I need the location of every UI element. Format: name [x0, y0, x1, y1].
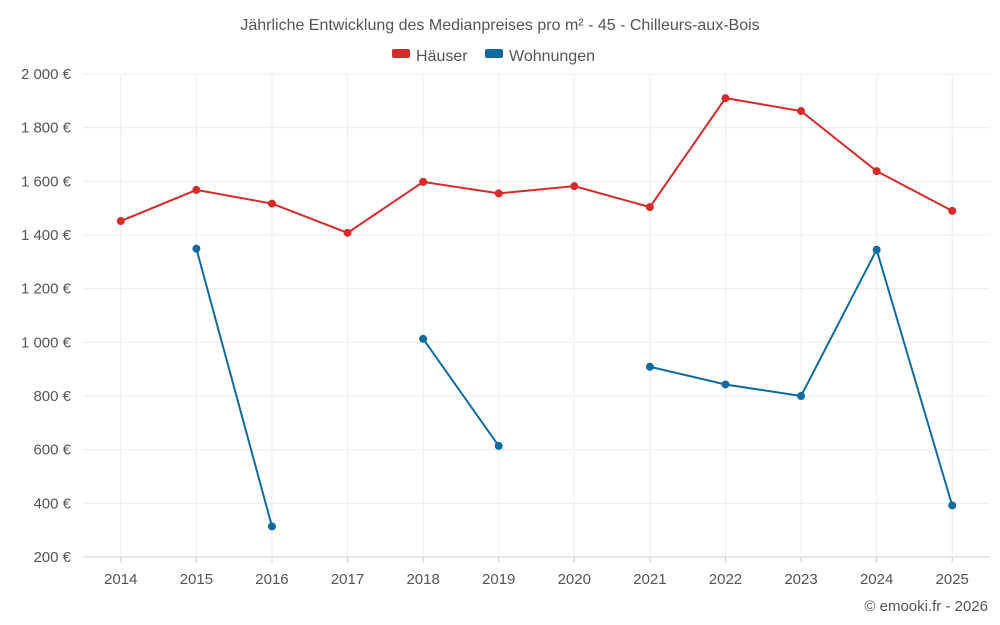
- series-line: [195, 248, 273, 527]
- x-tick-label: 2017: [331, 571, 364, 588]
- series-line: [422, 338, 500, 447]
- legend-label-wohnungen[interactable]: Wohnungen: [509, 48, 595, 65]
- series-line: [120, 97, 953, 234]
- copyright-text: © emooki.fr - 2026: [864, 598, 988, 615]
- y-tick-label: 400 €: [33, 495, 71, 512]
- data-point[interactable]: [645, 203, 654, 212]
- x-tick-label: 2018: [406, 571, 439, 588]
- data-point[interactable]: [419, 334, 428, 343]
- chart-title: Jährliche Entwicklung des Medianpreises …: [240, 17, 759, 34]
- y-tick-label: 600 €: [33, 442, 71, 459]
- data-point[interactable]: [948, 501, 957, 510]
- data-point[interactable]: [494, 441, 503, 450]
- data-point[interactable]: [494, 189, 503, 198]
- data-point[interactable]: [116, 217, 125, 226]
- data-point[interactable]: [267, 522, 276, 531]
- data-point[interactable]: [343, 228, 352, 237]
- data-point[interactable]: [872, 167, 881, 176]
- x-tick-label: 2020: [558, 571, 591, 588]
- y-axis: 200 € 400 € 600 € 800 € 1 000 € 1 200 € 1 400 …: [21, 66, 72, 566]
- y-tick-label: 1 400 €: [21, 227, 72, 244]
- legend: Häuser Wohnungen: [392, 48, 595, 65]
- data-point[interactable]: [721, 380, 730, 389]
- series-1: [192, 244, 957, 531]
- data-point[interactable]: [645, 362, 654, 371]
- y-tick-label: 1 200 €: [21, 281, 72, 298]
- series: [116, 94, 957, 531]
- data-point[interactable]: [419, 177, 428, 186]
- y-tick-label: 1 000 €: [21, 334, 72, 351]
- y-tick-label: 2 000 €: [21, 66, 72, 83]
- data-point[interactable]: [570, 182, 579, 191]
- legend-swatch-haeuser: [392, 49, 410, 58]
- x-axis: 2014 2015 2016 2017 2018 2019 2020 2021 2022 2023…: [104, 571, 969, 588]
- x-tick-label: 2019: [482, 571, 515, 588]
- x-tick-label: 2014: [104, 571, 137, 588]
- y-tick-label: 800 €: [33, 388, 71, 405]
- x-tick-label: 2022: [709, 571, 742, 588]
- series-0: [116, 94, 957, 237]
- data-point[interactable]: [267, 199, 276, 208]
- data-point[interactable]: [797, 392, 806, 400]
- data-point[interactable]: [948, 206, 957, 215]
- data-point[interactable]: [192, 244, 201, 253]
- data-point[interactable]: [721, 94, 730, 103]
- data-point[interactable]: [192, 185, 201, 194]
- y-tick-label: 200 €: [33, 549, 71, 566]
- legend-label-haeuser[interactable]: Häuser: [416, 48, 468, 65]
- legend-swatch-wohnungen: [485, 49, 503, 58]
- grid: [83, 73, 990, 563]
- x-tick-label: 2015: [180, 571, 213, 588]
- x-tick-label: 2023: [784, 571, 817, 588]
- x-tick-label: 2025: [936, 571, 969, 588]
- data-point[interactable]: [872, 245, 881, 254]
- x-tick-label: 2021: [633, 571, 666, 588]
- y-tick-label: 1 800 €: [21, 120, 72, 137]
- data-point[interactable]: [797, 107, 806, 116]
- x-tick-label: 2016: [255, 571, 288, 588]
- x-tick-label: 2024: [860, 571, 893, 588]
- y-tick-label: 1 600 €: [21, 173, 72, 190]
